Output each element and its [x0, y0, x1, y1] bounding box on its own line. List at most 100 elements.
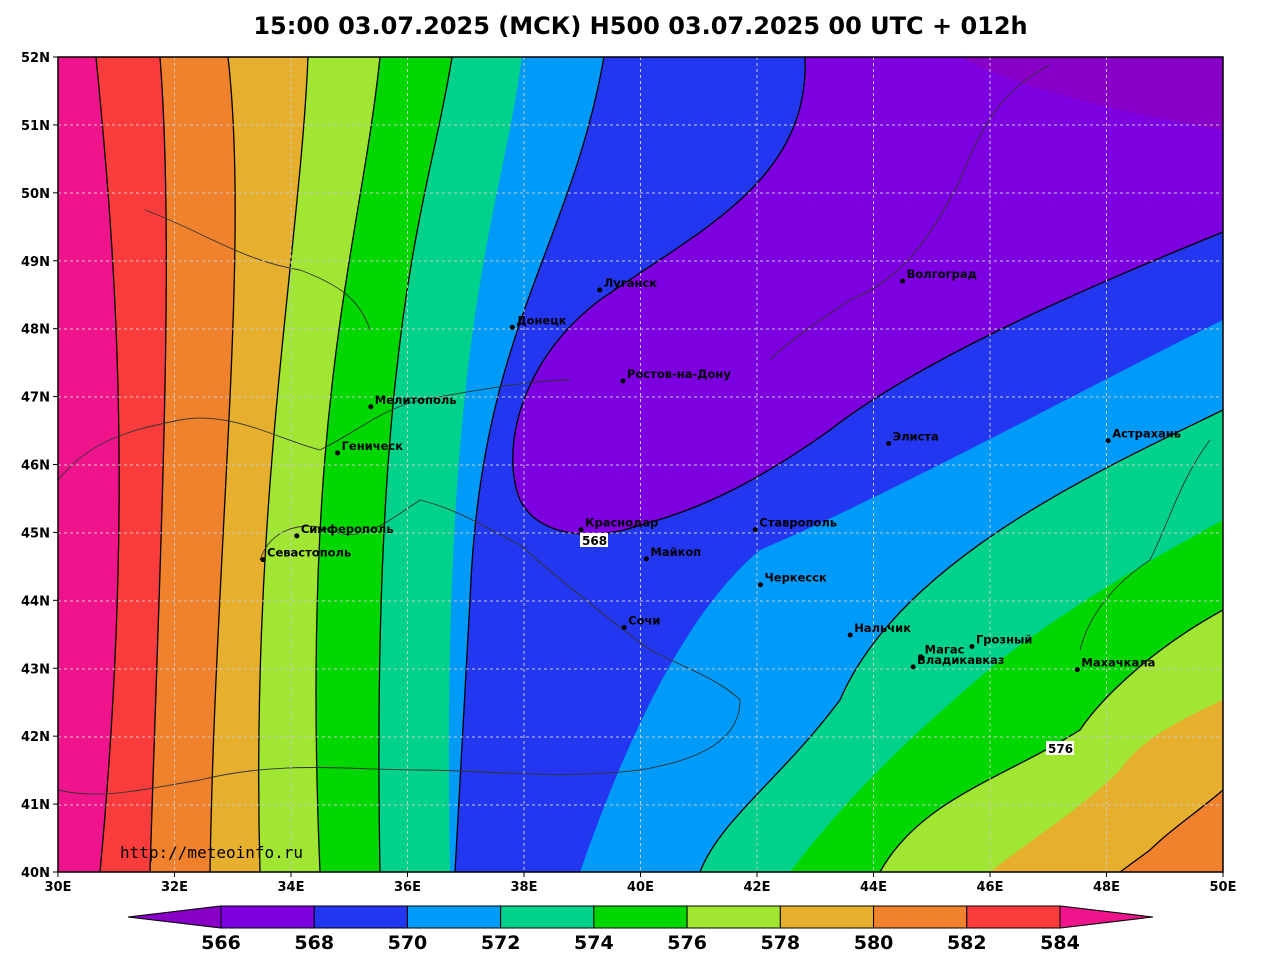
colorbar-low-extend [127, 905, 222, 929]
y-tick-label: 40N [21, 866, 50, 881]
city-dot [757, 582, 763, 588]
y-tick-label: 46N [21, 459, 50, 474]
city-label: Майкоп [650, 545, 701, 559]
x-tick-label: 34E [278, 880, 305, 895]
contour-label-568: 568 [580, 533, 608, 548]
x-tick-label: 50E [1210, 880, 1237, 895]
colorbar-label: 570 [388, 932, 428, 954]
city-label: Ставрополь [759, 516, 837, 530]
city-dot [1074, 667, 1080, 673]
x-tick-label: 46E [977, 880, 1004, 895]
y-tick-label: 47N [21, 391, 50, 406]
x-tick-label: 36E [394, 880, 421, 895]
y-tick-label: 41N [21, 798, 50, 813]
colorbar-label: 566 [201, 932, 241, 954]
city-label: Элиста [893, 429, 939, 443]
x-tick-label: 32E [161, 880, 188, 895]
colorbar-label: 568 [294, 932, 334, 954]
map-title: 15:00 03.07.2025 (МСК) H500 03.07.2025 0… [253, 12, 1028, 40]
colorbar-label: 574 [574, 932, 614, 954]
city-dot [900, 278, 906, 284]
colorbar-segment [220, 905, 315, 929]
colorbar-label: 582 [947, 932, 987, 954]
svg-text:568: 568 [582, 534, 607, 548]
y-tick-label: 52N [21, 51, 50, 66]
colorbar: 566 568 570 572 574 576 578 580 582 584 [127, 905, 1154, 954]
colorbar-segment [406, 905, 502, 929]
city-dot [597, 287, 603, 293]
city-dot [335, 450, 341, 456]
city-dot [918, 654, 924, 660]
x-tick-label: 42E [744, 880, 771, 895]
city-label: Ростов-на-Дону [627, 367, 731, 381]
city-label: Геническ [342, 439, 404, 453]
colorbar-segment [966, 905, 1061, 929]
x-tick-label: 48E [1093, 880, 1120, 895]
y-tick-label: 51N [21, 119, 50, 134]
city-label: Мелитополь [375, 393, 457, 407]
colorbar-segment [873, 905, 968, 929]
city-dot [578, 527, 584, 533]
city-label: Махачкала [1081, 656, 1155, 670]
city-label: Сочи [628, 614, 660, 628]
city-label: Донецк [516, 313, 566, 327]
band-566-low [512, 57, 1223, 535]
colorbar-segment [313, 905, 408, 929]
city-label: Волгоград [907, 267, 977, 281]
x-tick-label: 44E [860, 880, 887, 895]
x-tick-label: 38E [511, 880, 538, 895]
svg-text:576: 576 [1048, 742, 1073, 756]
city-label: Владикавказ [917, 653, 1004, 667]
city-dot [1105, 438, 1111, 444]
city-label: Нальчик [854, 621, 911, 635]
city-dot [847, 632, 853, 638]
city-dot [969, 644, 975, 650]
colorbar-label: 576 [667, 932, 707, 954]
city-dot [294, 533, 300, 539]
city-dot [910, 664, 916, 670]
colorbar-label: 580 [854, 932, 894, 954]
y-tick-label: 44N [21, 594, 50, 609]
colorbar-segment [593, 905, 688, 929]
city-label: Астрахань [1112, 427, 1181, 441]
x-tick-label: 30E [45, 880, 72, 895]
y-axis: 52N 51N 50N 49N 48N 47N 46N 45N 44N 43N 42N 41N 40N [21, 51, 58, 881]
y-tick-label: 48N [21, 323, 50, 338]
credit-url: http://meteoinfo.ru [120, 843, 303, 862]
city-label: Магас [925, 643, 965, 657]
contour-label-576: 576 [1046, 741, 1074, 756]
city-label: Луганск [604, 276, 658, 290]
city-label: Черкесск [764, 571, 827, 585]
city-markers: Луганск Донецк Ростов-на-Дону Мелитополь Ген… [260, 267, 1181, 673]
city-dot [368, 404, 374, 410]
city-label: Грозный [976, 633, 1033, 647]
colorbar-segment [500, 905, 595, 929]
city-dot [509, 324, 515, 330]
graticule [58, 57, 1223, 872]
city-label: Симферополь [301, 522, 394, 536]
x-axis: 30E 32E 34E 36E 38E 40E 42E 44E 46E 48E 50E [45, 872, 1237, 895]
city-label: Севастополь [267, 546, 351, 560]
height-field: Луганск Донецк Ростов-на-Дону Мелитополь Ген… [58, 57, 1223, 872]
contour-lines [95, 57, 1223, 872]
city-dot [752, 527, 758, 533]
city-dot [643, 556, 649, 562]
colorbar-segment [779, 905, 875, 929]
colorbar-high-extend [1059, 905, 1154, 929]
x-tick-label: 40E [627, 880, 654, 895]
city-label: Краснодар [585, 516, 658, 530]
colorbar-label: 584 [1040, 932, 1080, 954]
y-tick-label: 42N [21, 730, 50, 745]
colorbar-segment [686, 905, 781, 929]
band-566-ne [960, 57, 1223, 130]
y-tick-label: 43N [21, 662, 50, 677]
y-tick-label: 49N [21, 255, 50, 270]
city-dot [621, 625, 627, 630]
y-tick-label: 50N [21, 187, 50, 202]
city-dot [886, 440, 892, 446]
colorbar-label: 578 [760, 932, 800, 954]
city-dot [620, 378, 626, 384]
y-tick-label: 45N [21, 526, 50, 541]
city-dot [260, 557, 266, 563]
